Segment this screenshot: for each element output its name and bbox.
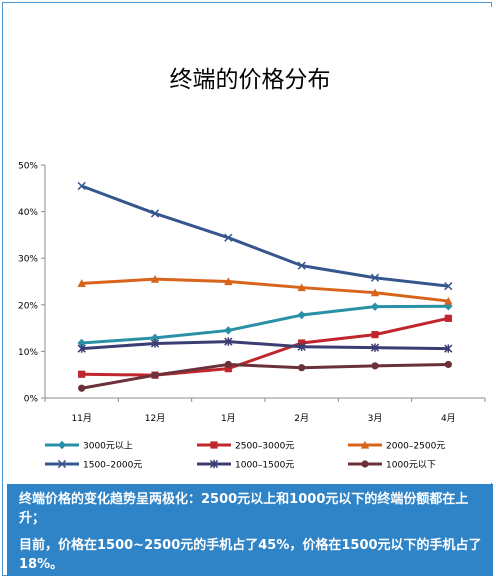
legend-label: 1000–1500元	[235, 461, 294, 471]
legend-swatch-marker	[57, 459, 67, 469]
data-point-series-3	[444, 296, 453, 305]
data-point-series-3	[150, 274, 160, 283]
data-point-series-5	[444, 344, 453, 353]
data-point-series-1	[224, 326, 233, 335]
x-tick-label: 11月	[71, 413, 91, 424]
summary-panel: 终端价格的变化趋势呈两极化：2500元以上和1000元以下的终端份额都在上升； …	[7, 484, 493, 576]
chart-panel: 终端的价格分布 0% 10% 20% 30% 40% 50% 11月 12月 1月 2月 3月 4月 30…	[7, 7, 493, 483]
data-point-series-2	[224, 365, 232, 373]
data-point-series-4	[444, 282, 453, 291]
data-point-series-6	[151, 371, 159, 379]
data-point-series-2	[371, 331, 379, 339]
price-distribution-chart: 终端的价格分布 0% 10% 20% 30% 40% 50% 11月 12月 1月 2月 3月 4月 30…	[18, 67, 486, 471]
series-line-6	[81, 362, 449, 390]
data-point-series-2	[78, 370, 86, 378]
data-point-series-6	[298, 364, 306, 372]
data-point-series-2	[444, 314, 452, 322]
legend-label: 2000–2500元	[386, 442, 445, 452]
summary-line-1: 终端价格的变化趋势呈两极化：2500元以上和1000元以下的终端份额都在上升；	[19, 492, 469, 526]
x-tick-label: 2月	[294, 413, 309, 424]
y-tick-label: 20%	[18, 301, 38, 311]
data-point-series-3	[77, 279, 86, 287]
y-tick-label: 0%	[24, 395, 39, 405]
data-point-series-5	[224, 337, 233, 346]
data-point-series-5	[370, 343, 380, 352]
summary-line-2: 目前，价格在1500~2500元的手机占了45%，价格在1500元以下的手机占了…	[19, 538, 482, 572]
x-tick-label: 3月	[368, 413, 383, 424]
data-point-series-6	[444, 360, 452, 369]
figure-frame: 终端的价格分布 0% 10% 20% 30% 40% 50% 11月 12月 1月 2月 3月 4月 30…	[2, 2, 493, 576]
data-point-series-4	[224, 233, 233, 242]
series-line-3	[81, 277, 449, 303]
data-point-series-4	[150, 209, 160, 218]
data-point-series-4	[77, 181, 86, 191]
data-point-series-3	[297, 283, 306, 292]
legend-swatch-marker	[57, 440, 67, 450]
data-point-series-1	[297, 310, 306, 320]
legend-label: 1500–2000元	[83, 461, 142, 471]
y-tick-label: 30%	[18, 255, 38, 265]
data-point-series-1	[370, 302, 380, 311]
x-tick-label: 12月	[145, 413, 165, 424]
data-point-series-5	[77, 344, 86, 353]
y-tick-label: 10%	[18, 348, 38, 358]
data-point-series-4	[370, 273, 380, 282]
y-tick-label: 50%	[18, 162, 38, 172]
data-point-series-4	[297, 261, 306, 270]
series-line-4	[81, 184, 449, 288]
x-tick-label: 1月	[221, 413, 236, 424]
data-point-series-6	[224, 360, 232, 369]
data-point-series-5	[297, 342, 306, 351]
y-tick-label: 40%	[18, 208, 38, 218]
data-point-series-5	[150, 339, 160, 348]
data-point-series-6	[371, 362, 379, 370]
legend-swatch-marker	[210, 441, 218, 449]
series-line-2	[81, 316, 449, 377]
series-line-5	[81, 340, 449, 351]
series-line-1	[81, 304, 449, 345]
legend-swatch-marker	[361, 460, 369, 468]
x-tick-label: 4月	[441, 413, 456, 424]
data-point-series-1	[150, 333, 160, 343]
legend-label: 3000元以上	[83, 441, 133, 452]
data-point-series-3	[370, 288, 380, 297]
chart-title: 终端的价格分布	[170, 67, 331, 93]
legend-swatch-marker	[209, 459, 219, 469]
data-point-series-3	[224, 277, 233, 286]
legend-label: 2500–3000元	[235, 442, 294, 452]
data-point-series-6	[78, 384, 86, 392]
legend-swatch-marker	[360, 440, 370, 449]
data-point-series-1	[77, 338, 86, 348]
legend-label: 1000元以下	[386, 461, 436, 471]
